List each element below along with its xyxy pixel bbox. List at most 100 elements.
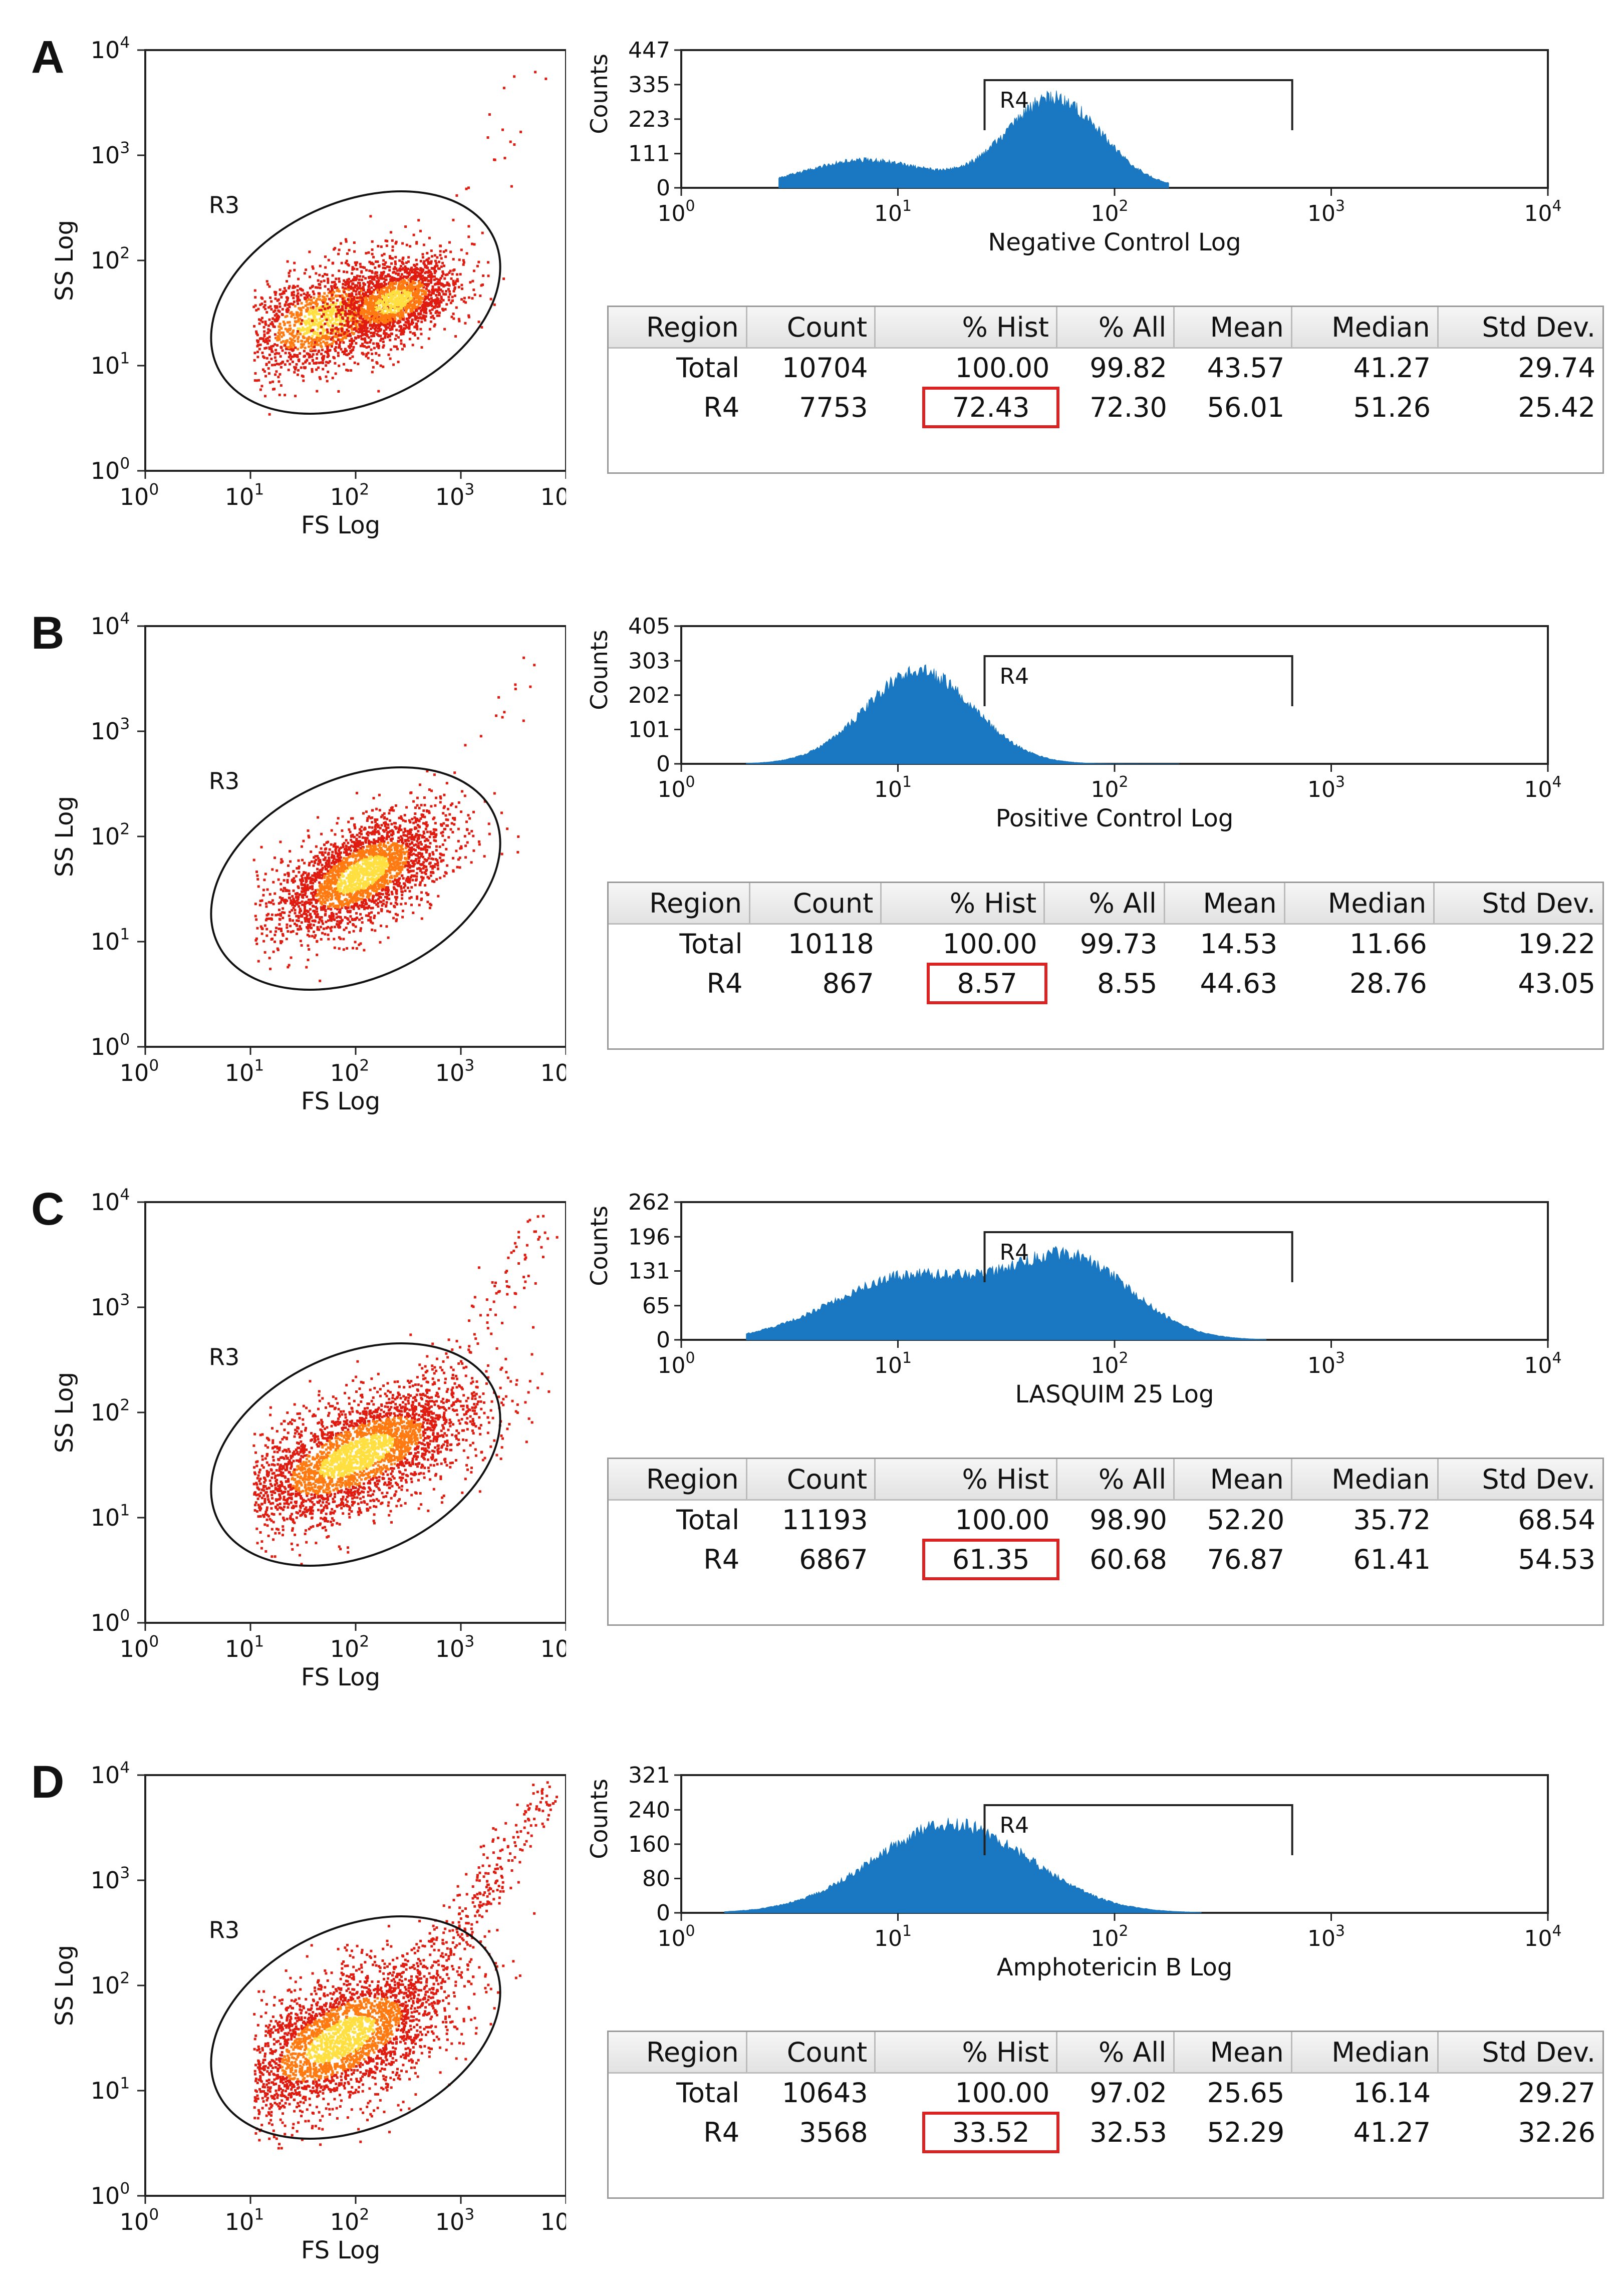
scatter-point	[426, 252, 429, 254]
scatter-point	[336, 872, 339, 875]
scatter-points	[252, 71, 548, 416]
x-tick-label: 102	[330, 480, 369, 510]
scatter-point	[403, 268, 406, 271]
scatter-point	[422, 262, 425, 264]
scatter-point	[335, 306, 338, 309]
scatter-point	[379, 299, 382, 302]
scatter-point	[300, 366, 303, 369]
scatter-point	[449, 804, 452, 806]
scatter-point	[350, 296, 353, 299]
scatter-point	[446, 281, 449, 284]
scatter-point	[345, 849, 348, 852]
scatter-point	[335, 277, 338, 280]
scatter-point	[334, 905, 337, 908]
scatter-point	[448, 271, 451, 274]
scatter-point	[306, 329, 309, 332]
scatter-point	[338, 334, 340, 337]
scatter-point	[391, 852, 394, 855]
scatter-point	[315, 272, 318, 275]
scatter-point	[378, 291, 381, 294]
scatter-point	[339, 916, 342, 919]
scatter-point	[361, 318, 364, 321]
scatter-point	[316, 313, 319, 316]
scatter-point	[290, 303, 293, 306]
scatter-point	[423, 311, 426, 314]
scatter-point	[314, 920, 317, 923]
scatter-point	[411, 817, 414, 820]
scatter-point	[353, 289, 356, 292]
scatter-point	[325, 361, 328, 364]
scatter-point	[273, 318, 276, 321]
scatter-point	[358, 278, 361, 281]
scatter-point	[349, 313, 352, 316]
scatter-point	[468, 817, 471, 820]
scatter-point	[464, 301, 467, 304]
scatter-point	[296, 899, 299, 902]
scatter-point	[287, 875, 290, 878]
scatter-point	[438, 314, 441, 317]
scatter-point	[352, 879, 355, 882]
scatter-point	[370, 315, 373, 318]
scatter-point	[338, 332, 341, 335]
scatter-point	[373, 323, 376, 326]
scatter-point	[506, 827, 509, 830]
scatter-point	[337, 339, 340, 342]
scatter-point	[339, 870, 342, 873]
x-tick-label: 101	[874, 197, 912, 226]
scatter-point	[429, 842, 432, 844]
scatter-point	[439, 801, 442, 804]
scatter-point	[274, 856, 276, 859]
scatter-point	[389, 310, 392, 313]
scatter-point	[314, 286, 317, 289]
scatter-point	[300, 879, 303, 882]
scatter-point	[317, 873, 320, 876]
scatter-point	[387, 315, 390, 318]
scatter-point	[306, 359, 309, 362]
scatter-point	[380, 275, 383, 278]
scatter-point	[338, 863, 340, 866]
scatter-point	[297, 915, 300, 918]
scatter-point	[465, 187, 468, 190]
scatter-point	[299, 288, 302, 291]
scatter-point	[396, 896, 399, 899]
scatter-point	[354, 857, 357, 860]
scatter-point	[319, 342, 322, 345]
scatter-point	[350, 304, 353, 307]
scatter-point	[254, 915, 257, 918]
scatter-point	[293, 336, 296, 339]
scatter-point	[333, 854, 336, 857]
scatter-point	[417, 301, 419, 304]
scatter-point	[296, 919, 298, 922]
scatter-point	[444, 249, 447, 252]
scatter-point	[445, 818, 448, 821]
scatter-point	[316, 893, 319, 896]
scatter-point	[316, 910, 319, 913]
scatter-point	[329, 360, 331, 363]
scatter-point	[300, 343, 303, 346]
scatter-point	[378, 887, 381, 890]
scatter-point	[377, 876, 380, 879]
scatter-point	[357, 300, 360, 303]
scatter-point	[403, 814, 406, 816]
scatter-point	[385, 879, 388, 882]
scatter-point	[301, 900, 304, 903]
scatter-point	[359, 868, 362, 871]
scatter-point	[442, 812, 445, 815]
scatter-point	[336, 845, 339, 848]
scatter-point	[420, 290, 423, 293]
scatter-point	[315, 318, 318, 321]
scatter-point	[353, 305, 356, 308]
scatter-point	[401, 848, 404, 851]
scatter-point	[433, 839, 436, 842]
scatter-point	[410, 859, 413, 863]
scatter-point	[397, 315, 400, 318]
scatter-point	[432, 872, 435, 875]
scatter-point	[280, 362, 283, 365]
scatter-point	[415, 275, 418, 278]
scatter-point	[346, 853, 349, 856]
scatter-point	[351, 340, 354, 343]
cell-sd: 29.74	[1518, 352, 1595, 384]
scatter-point	[375, 879, 378, 882]
scatter-point	[415, 297, 418, 300]
scatter-point	[395, 267, 398, 270]
